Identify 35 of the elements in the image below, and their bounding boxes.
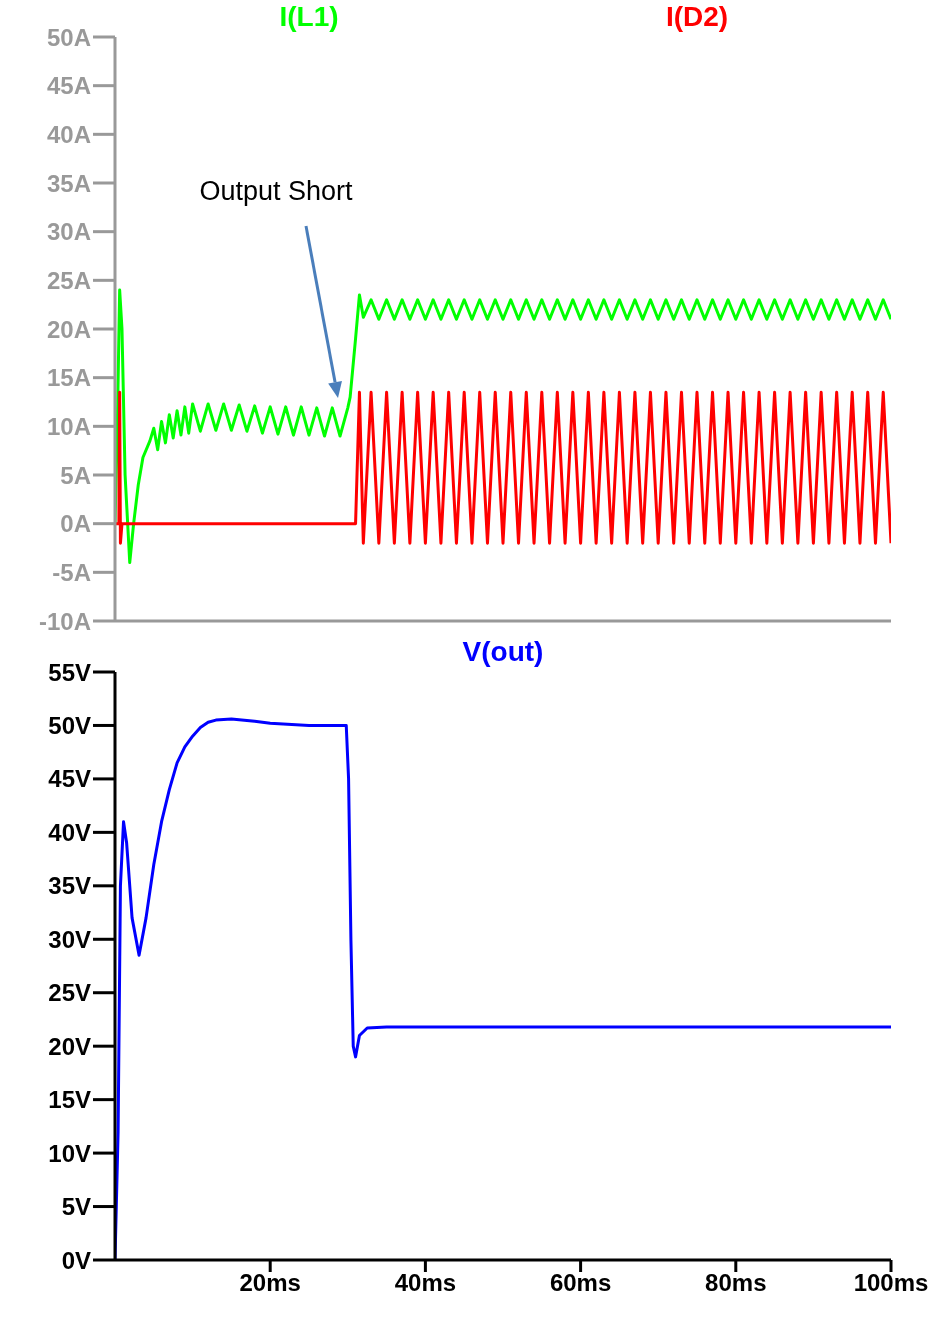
line-series: [115, 288, 891, 565]
y-tick-label: 10A: [46, 412, 91, 440]
y-tick-label: 45V: [48, 765, 91, 793]
y-tick-label: 35V: [48, 872, 91, 900]
y-tick-label: 45A: [46, 72, 91, 100]
y-tick-label: 0A: [60, 510, 91, 538]
y-tick-label: 50A: [46, 23, 91, 51]
y-tick-label: 20V: [48, 1032, 91, 1060]
y-tick-label: 25A: [46, 266, 91, 294]
y-tick-label: 5V: [61, 1193, 91, 1221]
y-tick-label: 40V: [48, 818, 91, 846]
text: I(D2): [665, 1, 729, 33]
annotation: Output Short: [199, 175, 353, 207]
y-tick-label: 30V: [48, 925, 91, 953]
y-tick-label: 5A: [60, 461, 91, 489]
y-tick-label: 25V: [48, 979, 91, 1007]
y-tick-label: -10A: [38, 607, 91, 635]
y-tick-label: 40A: [46, 120, 91, 148]
text: V(out): [462, 636, 544, 668]
x-tick-label: 60ms: [549, 1269, 612, 1297]
y-tick-label: 0V: [61, 1246, 91, 1274]
x-tick-label: 100ms: [853, 1269, 929, 1297]
y-tick-label: -5A: [52, 558, 91, 586]
y-tick-label: 55V: [48, 658, 91, 686]
y-tick-label: 15V: [48, 1086, 91, 1114]
x-tick-label: 80ms: [705, 1269, 767, 1297]
y-tick-label: 20A: [46, 315, 91, 343]
y-tick-label: 50V: [48, 711, 91, 739]
x-tick-label: 20ms: [239, 1269, 301, 1297]
y-tick-label: 30A: [46, 218, 91, 246]
y-tick-label: 10V: [48, 1139, 91, 1167]
text: I(L1): [279, 1, 339, 33]
y-tick-label: 35A: [46, 169, 91, 197]
x-tick-label: 40ms: [394, 1269, 457, 1297]
y-tick-label: 15A: [46, 364, 91, 392]
